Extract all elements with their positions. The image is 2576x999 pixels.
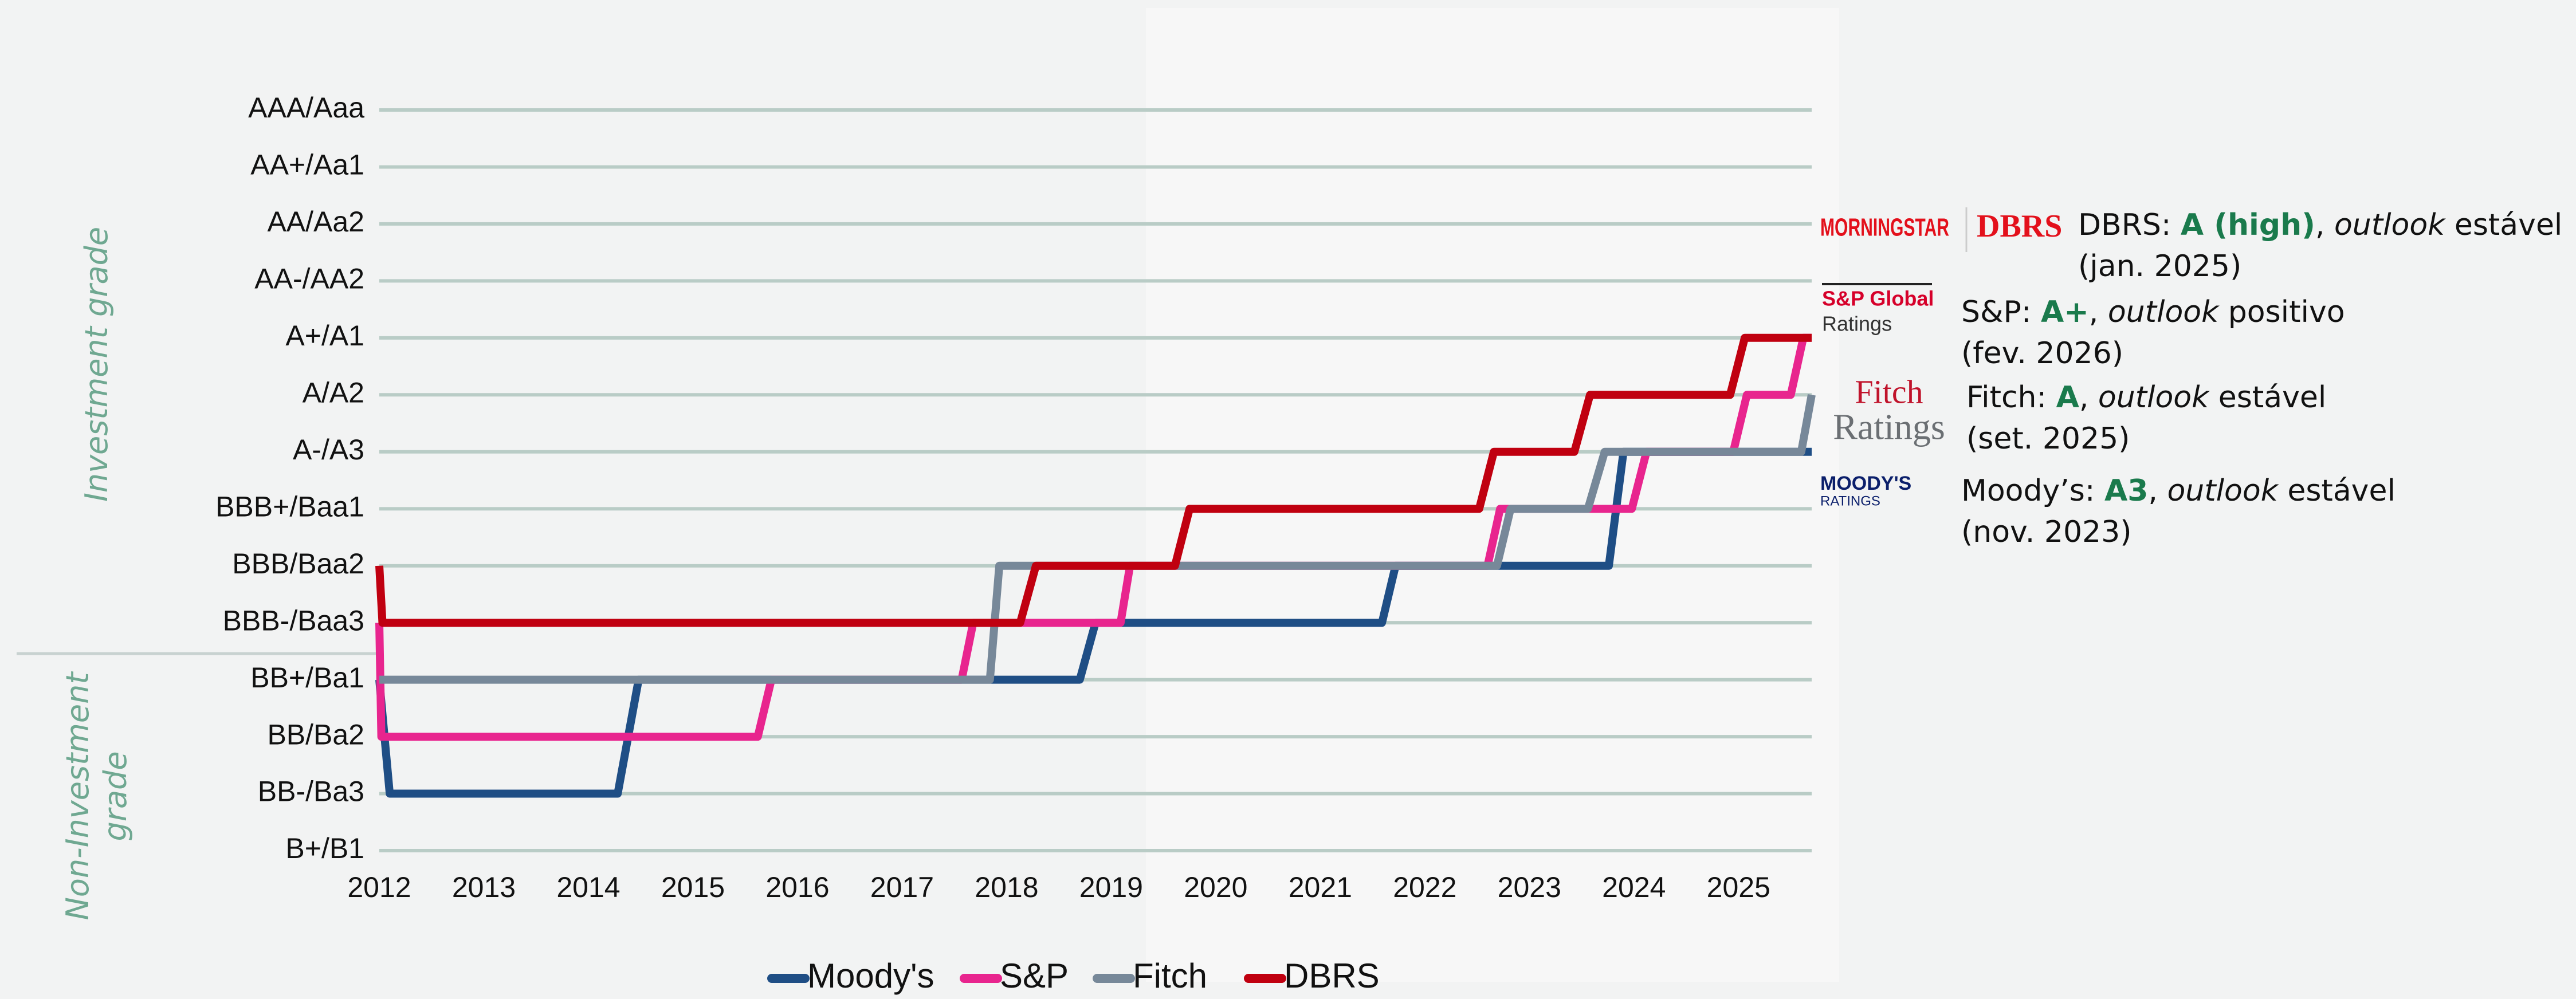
y-tick-label: AA-/AA2 xyxy=(254,263,364,295)
x-tick-label: 2024 xyxy=(1602,871,1666,903)
y-tick-label: A+/A1 xyxy=(285,320,364,352)
x-tick-label: 2012 xyxy=(347,871,411,903)
annotation-text: Fitch: A, outlook estável xyxy=(1966,380,2326,415)
x-tick-label: 2020 xyxy=(1184,871,1247,903)
y-tick-label: BB/Ba2 xyxy=(267,718,364,750)
y-tick-label: BBB-/Baa3 xyxy=(223,604,364,636)
annotation-part: positivo xyxy=(2218,295,2345,329)
y-tick-label: A-/A3 xyxy=(293,434,364,466)
y-tick-label: AA+/Aa1 xyxy=(250,149,364,181)
annotation-part: A (high) xyxy=(2181,208,2315,242)
annotation-part: (nov. 2023) xyxy=(1961,515,2131,549)
group-label: Investment grade xyxy=(78,227,115,502)
annotation-part: , xyxy=(2079,380,2098,415)
y-tick-label: BBB+/Baa1 xyxy=(215,490,364,522)
annotation-part: estável xyxy=(2209,380,2326,415)
annotation-part: outlook xyxy=(2334,208,2446,242)
y-tick-label: BB+/Ba1 xyxy=(250,662,364,694)
annotation-part: A+ xyxy=(2041,295,2089,329)
legend-label: DBRS xyxy=(1284,957,1380,995)
legend-label: Fitch xyxy=(1133,957,1207,995)
group-label-line: Non-Investment xyxy=(60,671,96,921)
x-tick-label: 2025 xyxy=(1707,871,1770,903)
annotation-part: , xyxy=(2089,295,2108,329)
y-tick-label: B+/B1 xyxy=(285,832,364,864)
logo-text: RATINGS xyxy=(1820,493,1880,509)
annotation-part: , xyxy=(2315,208,2334,242)
y-tick-label: AA/Aa2 xyxy=(267,206,364,238)
watermark-panel xyxy=(1146,8,1839,982)
annotation-part: estável xyxy=(2445,208,2562,242)
annotation-part: , xyxy=(2148,474,2167,508)
x-tick-label: 2016 xyxy=(765,871,829,903)
logo-text: MORNINGSTAR xyxy=(1820,214,1949,242)
annotation-text: S&P: A+, outlook positivo xyxy=(1961,295,2345,329)
logo-text: Ratings xyxy=(1822,312,1892,336)
y-tick-label: A/A2 xyxy=(303,377,364,409)
x-tick-label: 2017 xyxy=(870,871,934,903)
annotation-text: Moody’s: A3, outlook estável xyxy=(1961,474,2396,508)
y-tick-label: AAA/Aaa xyxy=(248,92,364,124)
annotation-part: A3 xyxy=(2104,474,2148,508)
annotation-part: outlook xyxy=(2098,380,2210,415)
annotation-text: (jan. 2025) xyxy=(2078,249,2241,284)
x-tick-label: 2023 xyxy=(1498,871,1561,903)
logo-text: Ratings xyxy=(1833,407,1945,447)
logo-text: MOODY'S xyxy=(1820,473,1911,494)
annotation-part: A xyxy=(2056,380,2079,415)
annotation-text: (fev. 2026) xyxy=(1961,336,2123,371)
x-tick-label: 2018 xyxy=(975,871,1038,903)
annotation-part: S&P: xyxy=(1961,295,2041,329)
x-tick-label: 2014 xyxy=(556,871,620,903)
annotation-part: estável xyxy=(2278,474,2396,508)
x-tick-label: 2013 xyxy=(452,871,516,903)
annotation-part: Fitch: xyxy=(1966,380,2056,415)
series-line xyxy=(375,333,1812,627)
logo-text: S&P Global xyxy=(1822,287,1934,310)
annotation-part: (jan. 2025) xyxy=(2078,249,2241,284)
legend-label: S&P xyxy=(1000,957,1069,995)
logo-text: DBRS xyxy=(1977,209,2062,244)
y-tick-label: BBB/Baa2 xyxy=(232,548,364,580)
annotation-part: (set. 2025) xyxy=(1966,422,2130,456)
annotation-part: outlook xyxy=(2108,295,2220,329)
x-tick-label: 2015 xyxy=(661,871,725,903)
group-label-line: grade xyxy=(97,751,133,841)
legend-label: Moody's xyxy=(807,957,934,995)
annotation-text: (nov. 2023) xyxy=(1961,515,2131,549)
x-tick-label: 2022 xyxy=(1393,871,1456,903)
logo-text: Fitch xyxy=(1855,373,1923,410)
annotation-text: (set. 2025) xyxy=(1966,422,2130,456)
x-tick-label: 2019 xyxy=(1079,871,1143,903)
annotation-part: Moody’s: xyxy=(1961,474,2104,508)
y-tick-label: BB-/Ba3 xyxy=(258,776,364,808)
group-label-line: Investment grade xyxy=(78,227,115,502)
x-tick-label: 2021 xyxy=(1289,871,1352,903)
annotation-text: DBRS: A (high), outlook estável xyxy=(2078,208,2562,242)
series-line xyxy=(379,394,1816,684)
annotation-part: outlook xyxy=(2167,474,2279,508)
group-label: Non-Investmentgrade xyxy=(60,671,133,921)
annotation-part: DBRS: xyxy=(2078,208,2181,242)
annotation-part: (fev. 2026) xyxy=(1961,336,2123,371)
